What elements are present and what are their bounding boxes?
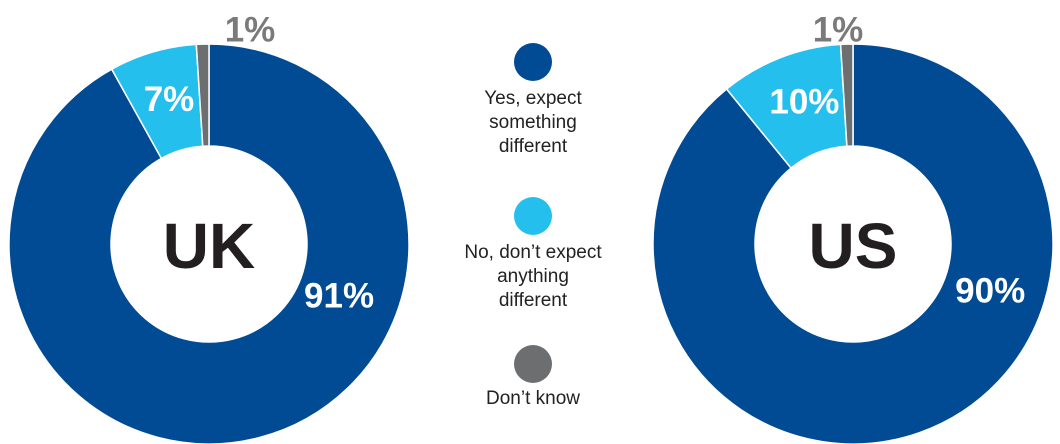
legend-swatch <box>514 197 552 235</box>
center-label: UK <box>163 210 255 282</box>
slice-label: 91% <box>304 276 374 315</box>
slice-label: 90% <box>955 271 1025 310</box>
slice-label: 1% <box>813 11 864 50</box>
donut-slice <box>652 43 1054 444</box>
legend-label: something <box>489 112 577 133</box>
slice-label: 7% <box>144 80 195 119</box>
us-donut-chart: US 90% 10% 1% <box>652 11 1054 444</box>
legend-label: Don’t know <box>486 388 580 409</box>
legend-swatch <box>514 43 552 81</box>
legend-label: No, don’t expect <box>464 242 602 263</box>
slice-label: 1% <box>225 11 276 50</box>
donut-slice <box>8 43 410 444</box>
legend-label: different <box>499 136 568 157</box>
donut-slice <box>839 43 854 147</box>
donut-slice <box>195 43 210 147</box>
legend-label: different <box>499 290 568 311</box>
legend-swatch <box>514 345 552 383</box>
center-label: US <box>809 210 898 282</box>
uk-donut-chart: UK 91% 7% 1% <box>8 11 410 444</box>
slice-label: 10% <box>769 83 839 122</box>
legend-label: Yes, expect <box>484 88 582 109</box>
legend-label: anything <box>497 266 569 287</box>
legend: Yes, expect something different No, don’t e… <box>464 43 602 409</box>
